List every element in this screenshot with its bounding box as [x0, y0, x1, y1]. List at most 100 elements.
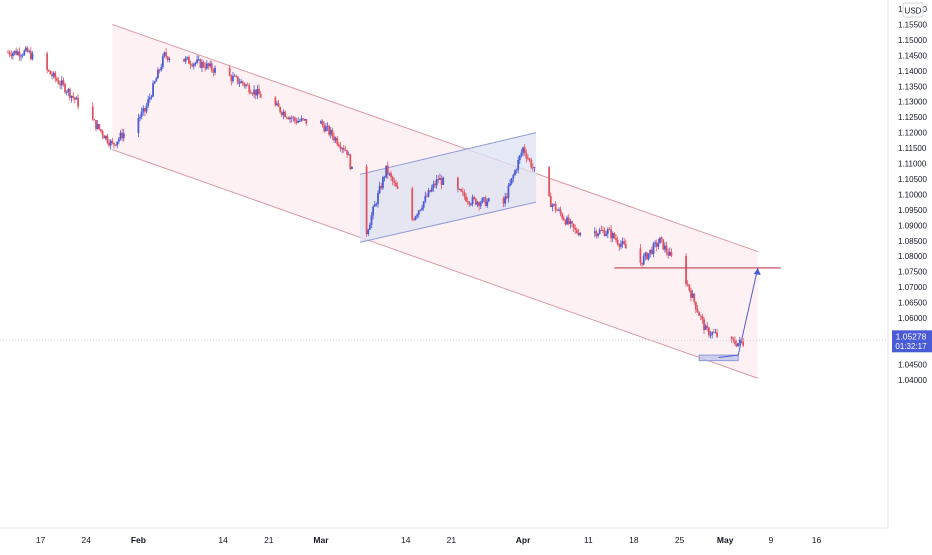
candle-body	[276, 103, 278, 106]
candle-body	[512, 175, 515, 179]
candle-body	[698, 312, 701, 316]
candle-body	[414, 216, 417, 220]
candle-body	[245, 84, 247, 87]
candle-body	[527, 158, 529, 160]
price-tick-label: 1.04500	[898, 360, 927, 369]
time-tick-label: Mar	[313, 535, 329, 545]
candle-body	[116, 141, 119, 146]
candle-body	[98, 124, 101, 130]
candle-body	[196, 59, 198, 63]
price-tick-label: 1.09500	[898, 206, 927, 215]
currency-badge[interactable]: USD	[902, 2, 924, 18]
candle-body	[646, 252, 648, 260]
candle-body	[230, 75, 233, 82]
candle-body	[460, 189, 463, 192]
candle-body	[650, 249, 653, 254]
candle-body	[667, 252, 670, 256]
candle-body	[421, 207, 423, 210]
candle-body	[106, 135, 109, 143]
candle-body	[117, 138, 120, 142]
candle-body	[437, 179, 440, 180]
candle-body	[49, 70, 52, 75]
candle-body	[730, 336, 733, 339]
candle-body	[284, 111, 286, 118]
candle-body	[655, 242, 658, 247]
candle-body	[520, 152, 523, 156]
time-tick-label: 17	[36, 535, 46, 545]
candle-body	[654, 242, 657, 244]
candle-body	[478, 202, 480, 206]
candle-body	[51, 74, 53, 77]
candle-body	[93, 119, 96, 121]
price-countdown: 01:32:17	[895, 342, 927, 351]
candle-body	[691, 293, 694, 298]
candle-body	[439, 178, 441, 180]
candle-body	[158, 69, 161, 71]
candle-body	[603, 230, 606, 236]
candle-body	[15, 50, 18, 55]
candle-body	[690, 290, 692, 298]
candle-body	[693, 293, 696, 302]
candle-body	[60, 80, 63, 86]
candle-body	[567, 217, 570, 224]
candle-body	[303, 119, 306, 120]
candle-body	[368, 224, 371, 230]
candle-body	[706, 325, 709, 328]
price-tick-label: 1.11000	[898, 160, 927, 169]
annotations[interactable]	[614, 267, 781, 362]
candle-body	[67, 89, 70, 92]
candlestick-series	[7, 45, 745, 348]
candle-body	[47, 69, 50, 71]
candle-body	[114, 144, 117, 146]
candle-body	[553, 203, 555, 205]
candle-body	[326, 125, 329, 127]
candle-body	[530, 160, 533, 168]
candle-body	[598, 230, 601, 234]
candle-body	[183, 58, 185, 62]
price-tick-label: 1.10000	[898, 190, 927, 199]
candle-body	[70, 95, 73, 98]
candle-body	[574, 227, 577, 230]
candle-body	[427, 190, 430, 197]
candle-body	[103, 135, 106, 139]
candle-body	[11, 53, 14, 57]
candle-body	[100, 129, 102, 132]
bear-flag-channel[interactable]	[359, 132, 537, 243]
candle-body	[597, 233, 599, 237]
candle-body	[26, 47, 29, 52]
candle-body	[518, 155, 521, 161]
current-price-value: 1.05278	[896, 331, 927, 341]
candle-body	[370, 215, 373, 225]
candle-body	[470, 204, 472, 205]
candle-body	[16, 51, 19, 55]
candle-body	[328, 125, 331, 135]
candle-body	[412, 219, 415, 221]
candle-body	[18, 51, 21, 57]
candle-body	[481, 198, 484, 203]
projection-arrow-head	[753, 267, 761, 275]
candle-body	[709, 334, 712, 336]
candle-body	[241, 81, 244, 84]
candle-body	[395, 182, 397, 187]
candle-body	[59, 84, 62, 86]
candle-body	[165, 52, 168, 57]
candle-body	[285, 117, 288, 118]
candle-body	[507, 185, 510, 199]
candle-body	[473, 197, 476, 199]
candle-body	[523, 147, 526, 154]
time-axis[interactable]: 17 24 Feb 14 21 Mar 14 21 Apr 11 18 25 May 9 16	[0, 527, 888, 545]
price-tick-label: 1.10500	[898, 175, 927, 184]
candle-body	[738, 339, 741, 343]
candle-body	[46, 53, 49, 70]
candle-body	[487, 198, 490, 202]
candle-body	[346, 150, 348, 155]
candle-body	[122, 133, 125, 139]
candle-body	[483, 197, 485, 199]
candle-body	[703, 319, 705, 330]
time-tick-label: 9	[768, 535, 773, 545]
candle-body	[559, 209, 562, 214]
candle-body	[712, 332, 715, 334]
price-tick-label: 1.07000	[898, 283, 927, 292]
